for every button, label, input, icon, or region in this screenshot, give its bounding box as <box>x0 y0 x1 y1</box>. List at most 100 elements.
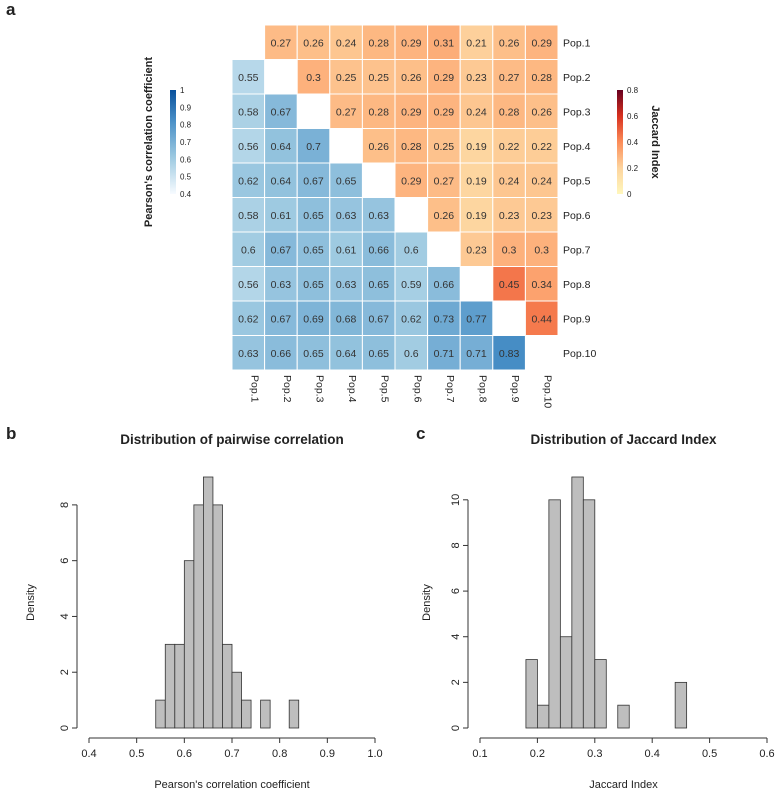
jaccard-cell-label: 0.29 <box>434 106 455 118</box>
pearson-cell-label: 0.65 <box>336 175 357 187</box>
pearson-cell-label: 0.63 <box>238 348 259 360</box>
x-tick-label: 0.6 <box>759 748 774 760</box>
pearson-cell-label: 0.67 <box>368 313 389 325</box>
histogram-bar <box>164 643 176 729</box>
pearson-cell <box>361 197 396 233</box>
pearson-cell <box>231 231 266 267</box>
jaccard-cell <box>524 59 559 95</box>
jaccard-cell-label: 0.28 <box>531 72 552 84</box>
pearson-cell <box>296 197 331 233</box>
jaccard-cell-label: 0.29 <box>401 175 422 187</box>
column-label: Pop.1 <box>248 375 260 403</box>
jaccard-cell-label: 0.26 <box>401 72 422 84</box>
y-tick-label: 4 <box>59 613 71 619</box>
jaccard-cell <box>524 197 559 233</box>
jaccard-cell-label: 0.27 <box>499 72 520 84</box>
jaccard-cell-label: 0.26 <box>368 141 389 153</box>
jaccard-cell <box>459 128 494 164</box>
row-label: Pop.3 <box>563 106 591 118</box>
jaccard-cell-label: 0.24 <box>466 106 487 118</box>
row-label: Pop.1 <box>563 37 591 49</box>
y-tick-label: 10 <box>450 494 462 506</box>
legend-tick-label: 1 <box>180 86 185 95</box>
pearson-cell-label: 0.65 <box>303 279 324 291</box>
row-label: Pop.8 <box>563 279 591 291</box>
pearson-cell-label: 0.65 <box>303 348 324 360</box>
x-tick-label: 0.9 <box>320 748 335 760</box>
pearson-cell-label: 0.65 <box>368 279 389 291</box>
histogram-bar <box>183 560 195 729</box>
pearson-cell-label: 0.67 <box>303 175 324 187</box>
x-axis-label: Pearson's correlation coefficient <box>154 779 309 790</box>
x-tick-label: 0.3 <box>587 748 602 760</box>
jaccard-cell <box>492 231 526 267</box>
jaccard-cell-label: 0.31 <box>434 37 455 49</box>
pearson-cell <box>264 300 298 336</box>
jaccard-cell <box>296 59 331 95</box>
jaccard-cell-label: 0.3 <box>534 244 549 256</box>
pearson-cell-label: 0.6 <box>404 244 419 256</box>
jaccard-legend: 0.8 0.6 0.4 0.2 0 Jaccard Index <box>617 86 661 199</box>
jaccard-cell <box>492 197 526 233</box>
histogram-bar <box>537 704 550 729</box>
histogram-bar <box>525 659 538 729</box>
row-label: Pop.5 <box>563 175 591 187</box>
histogram-bar <box>222 643 233 729</box>
jaccard-cell-label: 0.25 <box>434 141 455 153</box>
pearson-cell-label: 0.6 <box>404 348 419 360</box>
jaccard-cell-label: 0.29 <box>401 106 422 118</box>
histogram-bar <box>174 643 185 729</box>
legend-tick-label: 0.4 <box>180 190 192 199</box>
pearson-cell-label: 0.7 <box>306 141 321 153</box>
pearson-cell-label: 0.59 <box>401 279 422 291</box>
pearson-cell <box>492 335 526 371</box>
jaccard-cell <box>524 93 559 129</box>
x-tick-label: 0.7 <box>224 748 239 760</box>
jaccard-cell <box>427 59 461 95</box>
column-label: Pop.5 <box>379 375 391 403</box>
histogram-bar <box>193 504 204 729</box>
jaccard-cell-label: 0.26 <box>499 37 520 49</box>
pearson-cell <box>264 128 298 164</box>
pearson-cell <box>427 335 461 371</box>
histogram-bar <box>202 476 214 729</box>
pearson-cell-label: 0.55 <box>238 72 259 84</box>
jaccard-cell-label: 0.27 <box>271 37 292 49</box>
jaccard-cell-label: 0.24 <box>499 175 520 187</box>
pearson-cell <box>231 300 266 336</box>
y-tick-label: 8 <box>450 542 462 548</box>
pearson-cell <box>231 335 266 371</box>
y-tick-label: 2 <box>59 669 71 675</box>
jaccard-cell <box>427 93 461 129</box>
pearson-cell <box>361 300 396 336</box>
jaccard-cell-label: 0.26 <box>531 106 552 118</box>
row-label: Pop.10 <box>563 348 596 360</box>
histogram-bar <box>155 699 166 729</box>
pearson-cell <box>361 335 396 371</box>
jaccard-cell-label: 0.28 <box>401 141 422 153</box>
pearson-cell <box>329 266 363 302</box>
histogram-bar <box>231 671 242 729</box>
pearson-cell <box>264 335 298 371</box>
pearson-histogram: Distribution of pairwise correlation 0.4 0… <box>25 432 383 790</box>
histogram-bar <box>260 699 271 729</box>
jaccard-cell-label: 0.22 <box>499 141 520 153</box>
pearson-cell-label: 0.66 <box>434 279 455 291</box>
pearson-cell <box>296 266 331 302</box>
histogram-bar <box>548 499 561 729</box>
pearson-cell-label: 0.66 <box>368 244 389 256</box>
jaccard-cell-label: 0.25 <box>336 72 357 84</box>
y-tick-label: 0 <box>450 725 462 731</box>
legend-tick-label: 0.9 <box>180 103 192 112</box>
pearson-cell-label: 0.67 <box>271 244 292 256</box>
correlation-heatmap: 0.27 0.26 0.24 0.28 0.29 0.31 0.21 0.26 0.29 0.55… <box>231 24 596 408</box>
jaccard-cell-label: 0.28 <box>368 37 389 49</box>
column-label: Pop.7 <box>444 375 456 403</box>
pearson-cell-label: 0.62 <box>238 313 259 325</box>
legend-colorbar <box>617 90 623 194</box>
pearson-cell-label: 0.83 <box>499 348 520 360</box>
x-tick-label: 0.1 <box>472 748 487 760</box>
x-tick-label: 0.8 <box>272 748 287 760</box>
jaccard-cell-label: 0.44 <box>531 313 552 325</box>
